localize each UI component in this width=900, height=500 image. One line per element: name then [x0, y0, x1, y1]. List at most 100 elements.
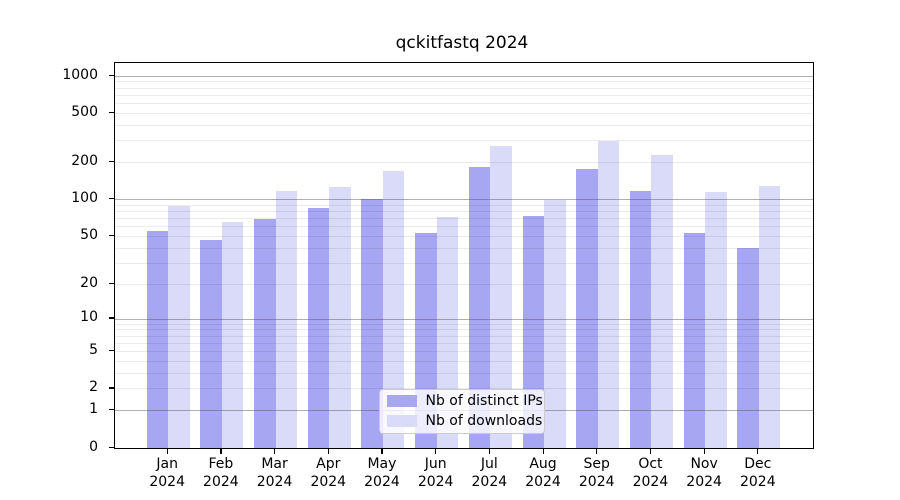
- gridline-minor: [114, 335, 813, 337]
- gridline-minor: [114, 87, 813, 89]
- x-tick-label: Apr 2024: [296, 455, 360, 491]
- gridline-major: [114, 199, 813, 201]
- x-tick-label: Jan 2024: [135, 455, 199, 491]
- y-tick-label: 1: [89, 401, 98, 418]
- x-tick-label: Mar 2024: [243, 455, 307, 491]
- y-tick-label: 1000: [62, 66, 98, 83]
- gridline-minor: [114, 247, 813, 249]
- x-tick-label: Oct 2024: [618, 455, 682, 491]
- y-tick-label: 0: [89, 438, 98, 455]
- x-tick-label-line: Jul: [480, 455, 498, 472]
- x-tick-mark: [435, 448, 437, 454]
- x-tick-label-line: Mar: [261, 455, 288, 472]
- y-tick-label: 50: [80, 226, 98, 243]
- x-tick-label-line: 2024: [149, 473, 185, 490]
- gridline-minor: [114, 351, 813, 353]
- gridline-minor: [114, 283, 813, 285]
- x-tick-label-line: 2024: [739, 473, 776, 490]
- x-tick-label-line: 2024: [525, 473, 561, 490]
- gridline-minor: [114, 103, 813, 105]
- x-tick-label: May 2024: [350, 455, 414, 491]
- x-tick-mark: [220, 448, 222, 454]
- y-tick-label: 200: [71, 153, 98, 170]
- bar-downloads-may: [382, 170, 405, 448]
- y-tick-label: 5: [89, 342, 98, 359]
- gridline-minor: [114, 81, 813, 83]
- bar-distinct-ips-mar: [254, 218, 276, 448]
- gridline-major: [114, 75, 813, 77]
- gridline-minor: [114, 113, 813, 114]
- x-tick-label-line: 2024: [471, 473, 508, 490]
- x-tick-label: Nov 2024: [672, 455, 736, 491]
- gridline-minor: [114, 218, 813, 220]
- gridline-minor: [114, 94, 813, 96]
- x-tick-label-line: 2024: [310, 473, 347, 490]
- bar-distinct-ips-nov: [683, 232, 706, 448]
- gridline-minor: [114, 125, 813, 126]
- y-tick-mark: [108, 409, 114, 411]
- bar-distinct-ips-feb: [200, 240, 222, 448]
- y-tick-label: 2: [89, 379, 98, 396]
- bar-downloads-nov: [705, 192, 727, 448]
- gridline-minor: [114, 323, 813, 325]
- x-tick-mark: [488, 448, 491, 454]
- bar-distinct-ips-may: [361, 199, 383, 448]
- gridline-minor: [114, 342, 813, 344]
- bar-downloads-sep: [597, 141, 620, 448]
- y-tick-mark: [108, 387, 114, 389]
- x-tick-label-line: May: [367, 455, 397, 472]
- gridline-minor: [114, 211, 813, 213]
- x-tick-label-line: Nov: [690, 455, 718, 472]
- x-tick-label-line: Jun: [424, 455, 447, 472]
- x-tick-mark: [327, 448, 329, 454]
- y-tick-label: 500: [71, 104, 98, 120]
- bar-distinct-ips-dec: [737, 247, 759, 448]
- legend-row-distinct-ips: Nb of distinct IPs: [386, 392, 544, 410]
- legend-swatch-distinct-ips: [386, 395, 417, 408]
- gridline-minor: [114, 226, 813, 228]
- x-tick-label-line: Dec: [744, 455, 772, 472]
- x-tick-label: Aug 2024: [511, 455, 575, 491]
- gridline-minor: [114, 262, 813, 264]
- x-tick-mark: [381, 448, 383, 454]
- x-tick-label: Sep 2024: [565, 455, 629, 491]
- x-tick-label-line: Sep: [583, 455, 610, 472]
- y-tick-label: 100: [71, 190, 98, 207]
- x-tick-mark: [649, 448, 652, 454]
- x-tick-mark: [274, 448, 276, 454]
- x-tick-label-line: Jan: [156, 455, 178, 472]
- y-tick-label: 10: [80, 309, 98, 326]
- x-tick-mark: [757, 448, 759, 454]
- gridline-minor: [114, 235, 813, 237]
- x-tick-label: Jun 2024: [404, 455, 468, 491]
- x-tick-label-line: Apr: [316, 455, 341, 472]
- x-tick-label-line: Aug: [529, 455, 557, 472]
- bar-downloads-apr: [329, 186, 351, 448]
- bar-distinct-ips-apr: [307, 207, 330, 448]
- gridline-minor: [114, 204, 813, 206]
- legend-label-distinct-ips: Nb of distinct IPs: [425, 393, 543, 410]
- gridline-minor: [114, 372, 813, 374]
- y-tick-mark: [108, 112, 114, 114]
- bar-distinct-ips-sep: [576, 169, 598, 448]
- y-tick-mark: [108, 234, 114, 237]
- legend: Nb of distinct IPs Nb of downloads: [378, 388, 545, 434]
- gridlines-layer: [114, 63, 813, 448]
- legend-label-downloads: Nb of downloads: [425, 412, 543, 429]
- bar-distinct-ips-oct: [629, 191, 652, 448]
- y-tick-mark: [108, 446, 114, 448]
- gridline-minor: [114, 360, 813, 362]
- bar-downloads-feb: [221, 222, 244, 448]
- x-tick-label-line: 2024: [256, 473, 293, 490]
- y-tick-mark: [108, 161, 114, 163]
- y-tick-label: 20: [80, 274, 98, 291]
- gridline-minor: [114, 329, 813, 331]
- x-tick-mark: [703, 448, 705, 454]
- gridline-minor: [114, 140, 813, 142]
- plot-area: Nb of distinct IPs Nb of downloads: [113, 61, 814, 449]
- bar-downloads-jul: [490, 146, 512, 448]
- gridline-minor: [114, 162, 813, 164]
- bar-downloads-oct: [651, 154, 673, 448]
- y-tick-mark: [108, 198, 114, 200]
- y-tick-mark: [108, 74, 114, 76]
